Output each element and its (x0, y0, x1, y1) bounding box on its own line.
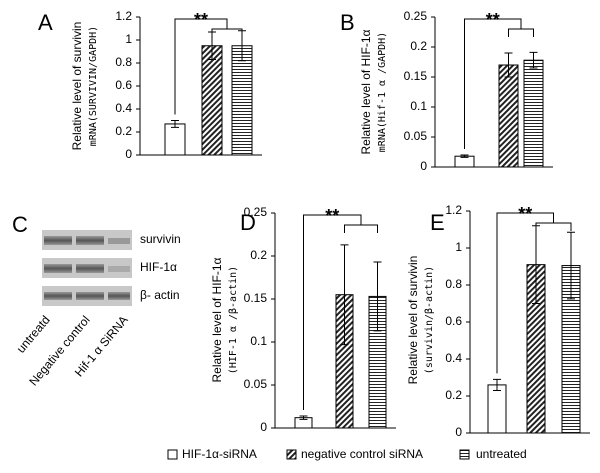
significance-bracket (464, 18, 534, 149)
error-bar (373, 261, 382, 332)
y-tick-label: 0.2 (445, 388, 462, 402)
blot-lane-label: untreatd (14, 313, 53, 356)
bar (523, 59, 544, 168)
legend-swatch (286, 449, 297, 460)
error-bar (299, 415, 308, 420)
significance-label: ** (486, 10, 500, 30)
panel-letter: B (340, 10, 355, 35)
error-bar (171, 120, 179, 128)
bar (498, 64, 519, 168)
blot-image (42, 230, 132, 306)
panel-letter: E (430, 210, 445, 235)
y-tick-label: 0.8 (445, 277, 462, 291)
panel-letter: C (12, 212, 28, 237)
panel-letter: D (240, 210, 256, 235)
blot-row-label: β- actin (140, 288, 180, 302)
y-tick-label: 0.1 (410, 99, 427, 113)
y-axis-label: (HIF-1 α /β-actin) (228, 266, 239, 374)
y-tick-label: 1.2 (115, 9, 132, 23)
y-tick-label: 0.25 (244, 205, 268, 219)
y-tick-label: 1.2 (445, 203, 462, 217)
error-bar (340, 244, 349, 346)
y-axis-label: Relative level of survivin (70, 22, 84, 151)
y-tick-label: 0.6 (115, 78, 132, 92)
y-tick-label: 0.8 (115, 55, 132, 69)
blot-row-label: HIF-1α (140, 260, 177, 274)
y-axis-label: mRNA(Hif-1 α /GAPDH) (377, 32, 388, 152)
bar (164, 123, 186, 156)
legend-label: untreated (476, 447, 527, 461)
y-axis-label: Relative level of HIF-1α (210, 257, 224, 382)
y-tick-label: 1 (125, 32, 132, 46)
legend-label: HIF-1α-siRNA (182, 447, 257, 461)
y-tick-label: 0.05 (244, 377, 268, 391)
y-axis-label: (survivin/β-actin) (424, 266, 435, 374)
error-bar (493, 378, 501, 391)
y-tick-label: 0.4 (115, 101, 132, 115)
y-tick-label: 0.15 (404, 69, 428, 83)
bar (231, 45, 253, 156)
significance-label: ** (194, 10, 208, 30)
significance-label: ** (518, 204, 532, 224)
error-bar (460, 154, 469, 158)
error-bar (504, 52, 513, 78)
y-axis-label: Relative level of survivin (406, 256, 420, 385)
y-axis-label: Relative level of HIF-1α (359, 29, 373, 154)
legend-label: negative control siRNA (301, 447, 423, 461)
y-tick-label: 0.4 (445, 351, 462, 365)
y-tick-label: 0.25 (404, 9, 428, 23)
legend-swatch (167, 449, 178, 460)
y-tick-label: 0.2 (115, 124, 132, 138)
legend-swatch (459, 449, 470, 460)
y-tick-label: 0.05 (404, 129, 428, 143)
significance-bracket (174, 18, 243, 115)
panel-letter: A (38, 10, 53, 35)
y-tick-label: 0.2 (410, 39, 427, 53)
y-tick-label: 0.6 (445, 314, 462, 328)
y-tick-label: 0.2 (250, 248, 267, 262)
y-axis-label: mRNA(SURVIVIN/GAPDH) (88, 26, 99, 146)
bar (487, 384, 507, 434)
y-tick-label: 0.15 (244, 291, 268, 305)
y-tick-label: 0 (420, 159, 427, 173)
y-tick-label: 0 (125, 147, 132, 161)
significance-bracket (303, 214, 378, 410)
y-tick-label: 0 (260, 420, 267, 434)
significance-label: ** (325, 206, 339, 226)
error-bar (567, 231, 575, 300)
y-tick-label: 0.1 (250, 334, 267, 348)
error-bar (529, 51, 538, 69)
y-tick-label: 1 (455, 240, 462, 254)
bar (201, 45, 223, 156)
significance-bracket (496, 212, 572, 374)
y-tick-label: 0 (455, 425, 462, 439)
blot-row-label: survivin (140, 232, 181, 246)
